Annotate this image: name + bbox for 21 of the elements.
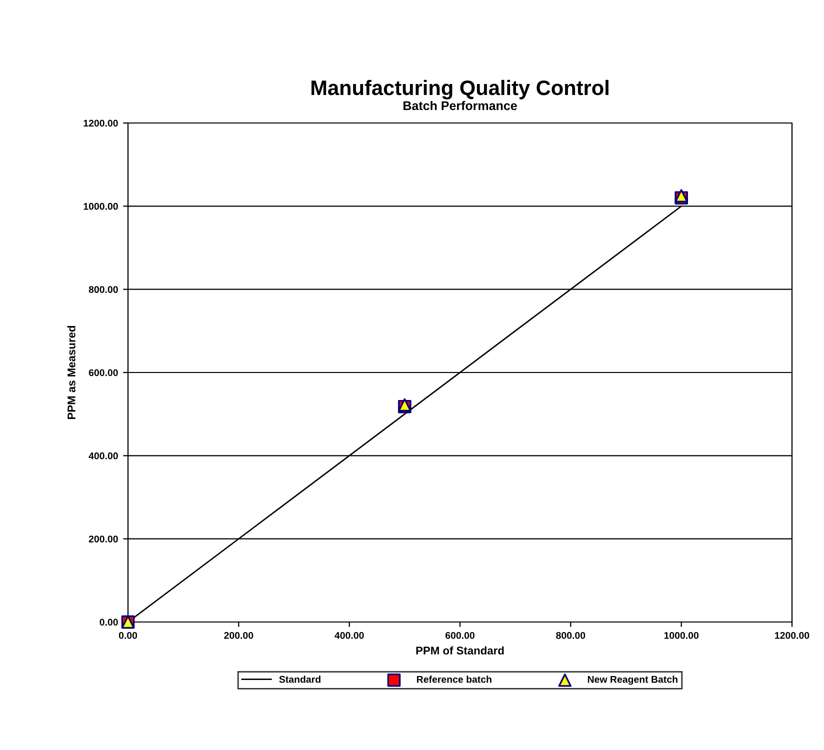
- x-tick-label: 800.00: [556, 632, 586, 639]
- chart-title: Manufacturing Quality Control: [312, 80, 608, 100]
- y-tick-label: 0.00: [100, 618, 118, 626]
- x-tick-label: 200.00: [224, 632, 254, 639]
- legend-label: Standard: [279, 676, 320, 683]
- x-tick-label: 400.00: [334, 632, 364, 639]
- x-tick-label: 600.00: [445, 632, 474, 639]
- y-tick-label: 200.00: [88, 536, 118, 542]
- y-tick-label: 800.00: [88, 286, 118, 293]
- x-tick-label: 1000.00: [664, 632, 699, 639]
- legend-label: New Reagent Batch: [588, 676, 678, 685]
- y-axis-title: PPM as Measured: [67, 326, 76, 419]
- x-axis-title: PPM of Standard: [416, 646, 504, 654]
- y-tick-label: 600.00: [88, 369, 118, 376]
- y-tick-label: 1000.00: [84, 202, 118, 210]
- legend-label: Reference batch: [416, 676, 492, 683]
- x-tick-label: 0.00: [118, 632, 138, 639]
- chart-subtitle: Batch Performance: [404, 100, 517, 110]
- x-tick-label: 1200.00: [775, 632, 810, 639]
- y-tick-label: 1200.00: [84, 120, 118, 127]
- y-tick-label: 400.00: [88, 452, 118, 460]
